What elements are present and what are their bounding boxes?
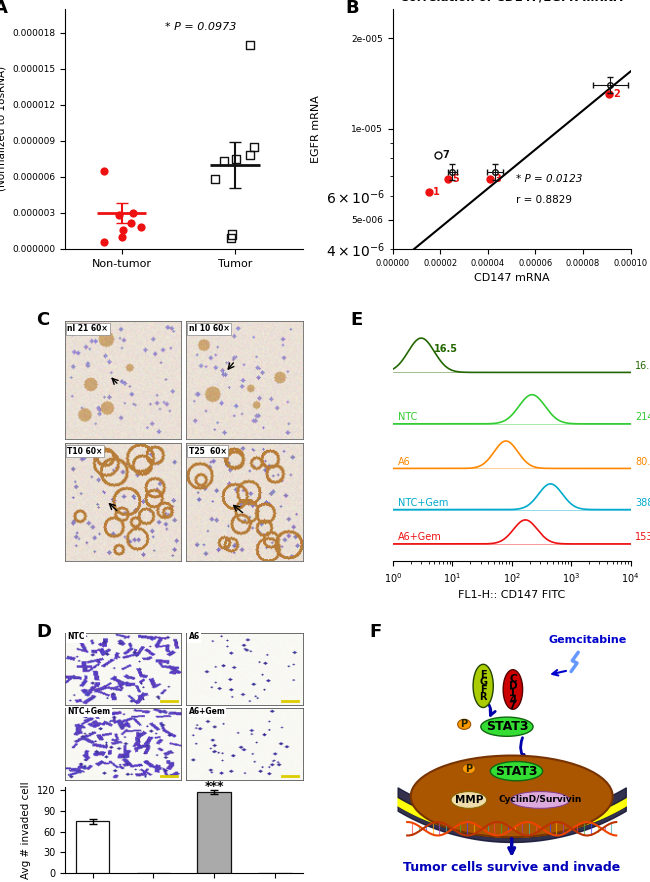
Point [99,235,109,249]
Title: Correlation of CD147/EGFR mRNA: Correlation of CD147/EGFR mRNA [400,0,623,4]
Text: NTC: NTC [398,412,417,422]
Ellipse shape [473,664,493,707]
Text: 7: 7 [509,701,516,711]
Point [116,230,127,244]
Text: E: E [480,670,486,680]
Text: D: D [508,681,517,691]
Ellipse shape [462,764,475,774]
Text: T10 60×: T10 60× [68,446,103,456]
Ellipse shape [481,717,533,736]
Point [231,152,241,166]
Text: NTC+Gem: NTC+Gem [68,707,110,716]
Text: P: P [465,764,473,774]
Ellipse shape [458,720,471,729]
Text: NTC+Gem: NTC+Gem [398,497,448,508]
Text: E: E [350,311,363,329]
Text: * P = 0.0123: * P = 0.0123 [517,174,583,183]
Text: 7: 7 [442,150,449,160]
Text: R: R [480,691,487,702]
Point [248,140,259,154]
Ellipse shape [451,791,487,808]
Ellipse shape [490,761,543,781]
Text: * P = 0.0973: * P = 0.0973 [165,22,236,33]
Text: nl 10 60×: nl 10 60× [188,325,229,333]
Text: A: A [0,0,8,18]
Text: A6: A6 [398,457,410,467]
Point [245,38,255,52]
Y-axis label: Avg # invaded cell: Avg # invaded cell [21,781,31,878]
Text: STAT3: STAT3 [495,765,538,778]
Bar [198,792,231,873]
Text: CyclinD/Survivin: CyclinD/Survivin [499,796,582,804]
Text: Tumor cells survive and invade: Tumor cells survive and invade [403,861,620,874]
Text: Gemcitabine: Gemcitabine [549,635,627,645]
Text: 1: 1 [433,186,439,197]
Text: ***: *** [205,781,224,793]
Text: 6: 6 [400,401,406,412]
Text: 214: 214 [635,412,650,422]
Text: 4: 4 [509,695,517,705]
Point [218,154,229,168]
Text: A6+Gem: A6+Gem [398,532,441,542]
Text: 80.1: 80.1 [635,457,650,467]
Text: MMP: MMP [455,795,483,805]
Ellipse shape [510,791,570,808]
Text: C: C [36,311,50,329]
Text: G: G [479,677,488,687]
Point [125,215,136,229]
Point [209,172,220,186]
Point [114,208,124,222]
Text: P: P [461,720,468,729]
Point [227,228,237,242]
Text: 2: 2 [614,89,620,100]
Text: r = 0.8829: r = 0.8829 [517,195,573,206]
Text: 5: 5 [452,175,458,184]
Point [244,148,255,162]
Point [136,220,146,235]
X-axis label: CD147 mRNA: CD147 mRNA [474,273,549,283]
Text: 16.5: 16.5 [635,361,650,370]
Text: F: F [480,684,486,694]
Text: D: D [36,624,51,641]
Point [99,164,109,178]
Text: 153: 153 [635,532,650,542]
Text: 4: 4 [400,439,407,449]
Text: F: F [369,624,382,641]
Y-axis label: EGFR mRNA: EGFR mRNA [311,95,320,163]
Text: 16.5: 16.5 [434,344,458,354]
Point [118,222,128,236]
Ellipse shape [411,756,613,837]
Text: 1: 1 [509,688,517,699]
Bar [76,821,109,873]
Text: A6+Gem: A6+Gem [188,707,226,716]
Text: STAT3: STAT3 [486,721,528,733]
Text: B: B [345,0,359,18]
Ellipse shape [503,669,523,709]
Text: T25  60×: T25 60× [188,446,226,456]
X-axis label: FL1-H:: CD147 FITC: FL1-H:: CD147 FITC [458,590,566,600]
Point [128,206,138,220]
Text: 388: 388 [635,497,650,508]
Text: nl 21 60×: nl 21 60× [68,325,108,333]
Text: A6: A6 [188,632,200,641]
Point [226,231,236,245]
Y-axis label: EGFR mRNA level
(Normalized to 18sRNA): EGFR mRNA level (Normalized to 18sRNA) [0,66,6,191]
Text: NTC: NTC [68,632,85,641]
Text: 3: 3 [495,175,501,184]
Text: C: C [509,675,517,684]
